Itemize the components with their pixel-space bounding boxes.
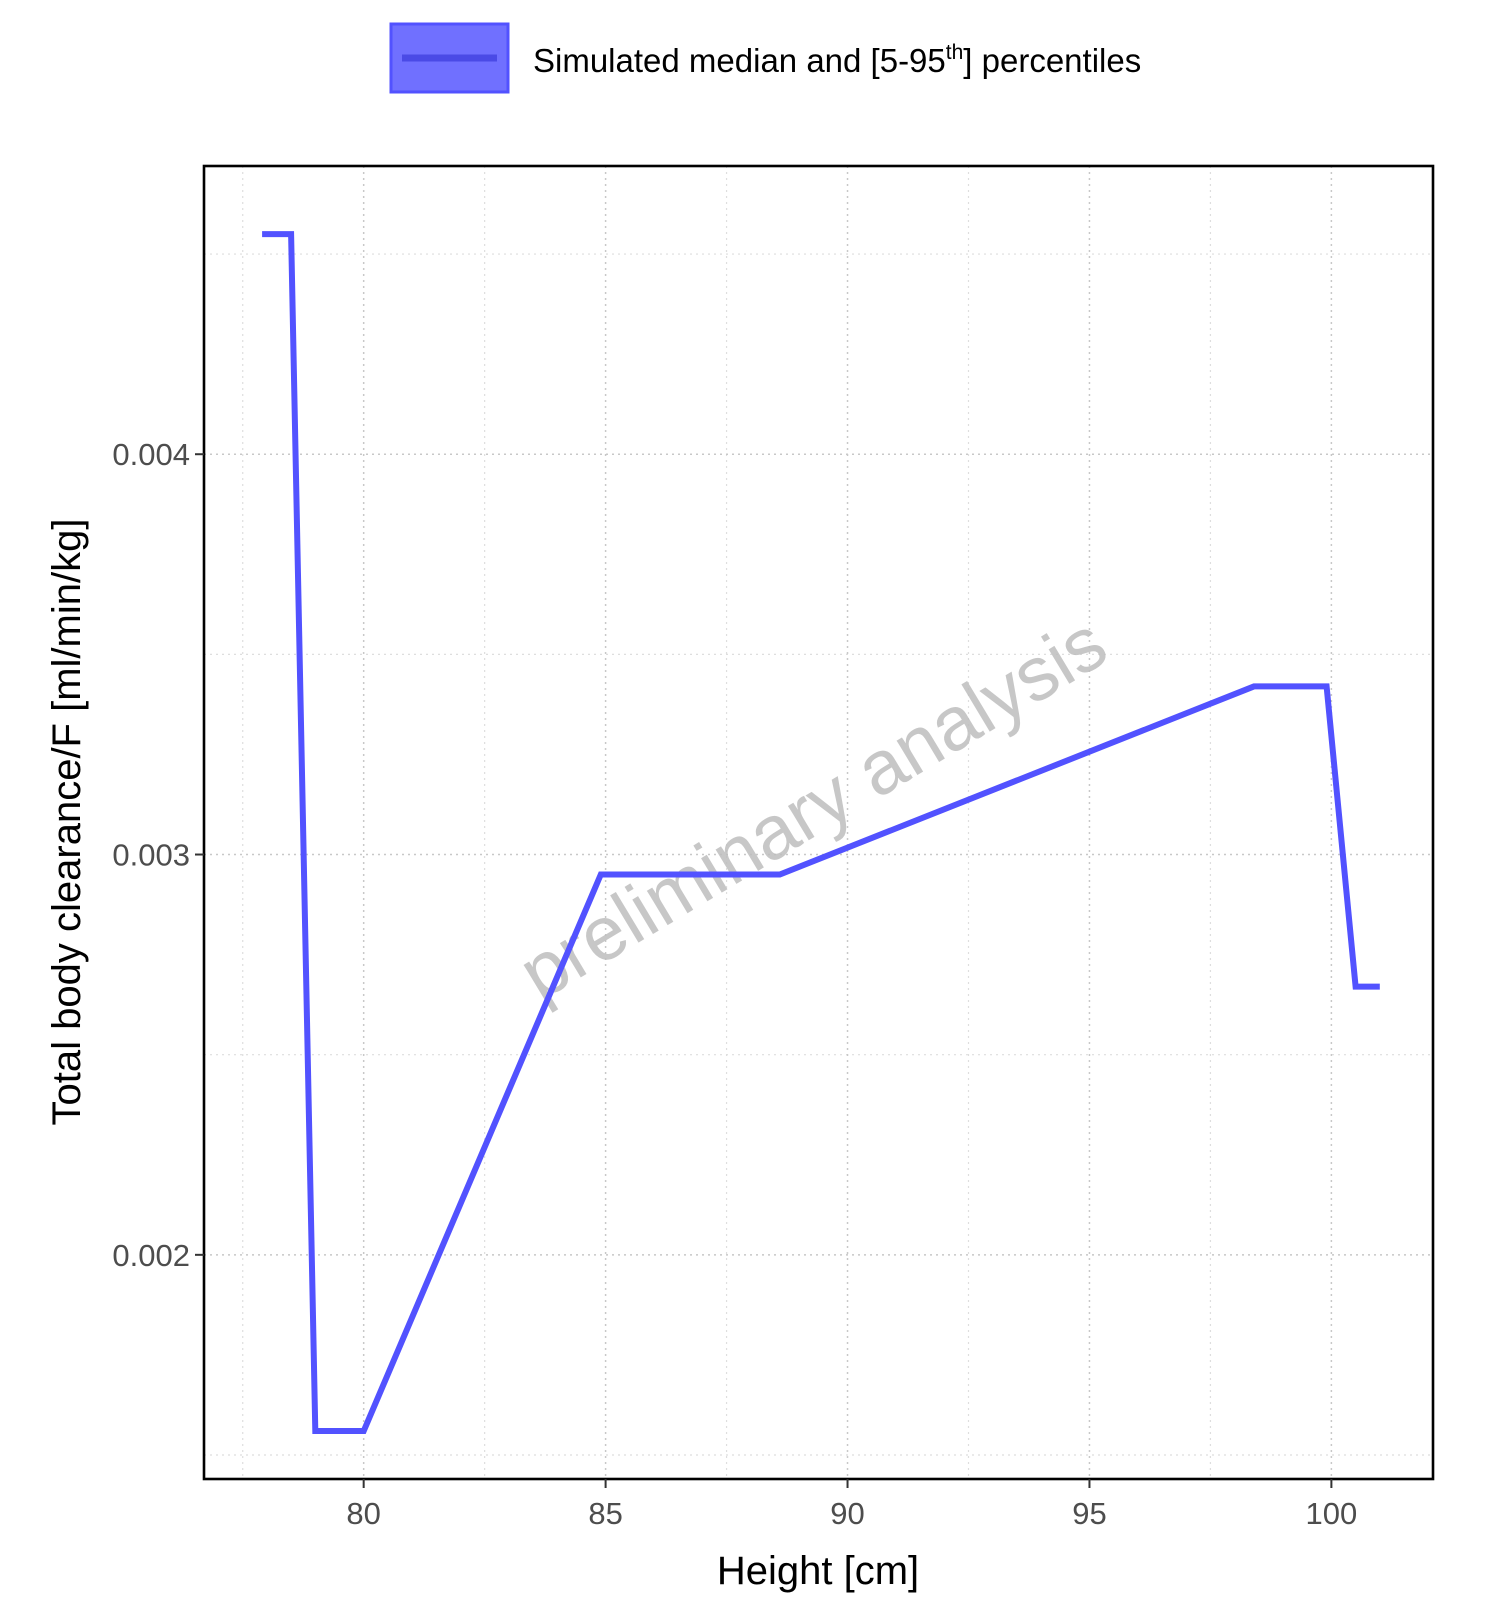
y-axis-title: Total body clearance/F [ml/min/kg]	[45, 519, 89, 1126]
y-axis: 0.002 0.003 0.004	[112, 437, 204, 1273]
watermark: preliminary analysis	[505, 600, 1121, 1017]
panel-border	[202, 164, 1435, 1481]
legend: Simulated median and [5-95th] percentile…	[389, 22, 1141, 94]
x-axis-title: Height [cm]	[717, 1549, 919, 1593]
legend-label-superscript: th	[946, 41, 964, 64]
series-layer	[262, 231, 1380, 1434]
x-tick-label: 80	[346, 1496, 380, 1531]
y-tick-label: 0.004	[112, 437, 190, 472]
x-tick-label: 95	[1072, 1496, 1106, 1531]
x-tick-label: 100	[1306, 1496, 1358, 1531]
y-tick-label: 0.002	[112, 1238, 190, 1273]
x-tick-label: 85	[588, 1496, 622, 1531]
legend-label-end: ] percentiles	[963, 42, 1141, 79]
x-axis: 80 85 90 95 100	[346, 1479, 1357, 1531]
legend-label-main: Simulated median and [5-95	[533, 42, 946, 79]
plot-panel: preliminary analysis	[202, 164, 1435, 1481]
legend-label: Simulated median and [5-95th] percentile…	[533, 41, 1141, 79]
series-line	[262, 231, 1380, 1434]
grid-major	[204, 166, 1433, 1479]
y-tick-label: 0.003	[112, 838, 190, 873]
x-tick-label: 90	[830, 1496, 864, 1531]
grid-minor	[204, 166, 1433, 1479]
